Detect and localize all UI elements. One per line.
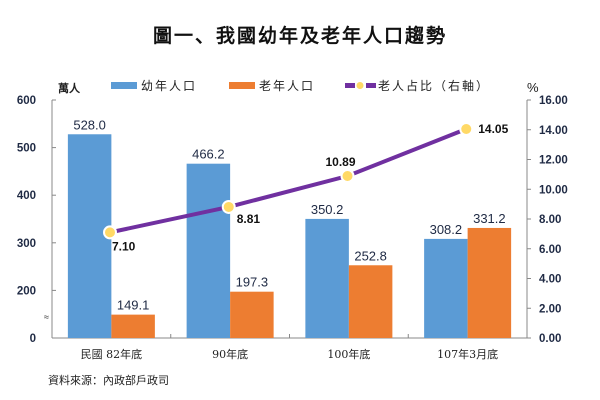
category-label: 100年底 [327, 347, 370, 361]
left-tick-label: 400 [17, 190, 36, 202]
ratio-value-label: 7.10 [112, 239, 136, 253]
left-tick-label: 300 [17, 238, 36, 250]
bar-value-label: 466.2 [192, 147, 225, 162]
legend-label-ratio: 老人占比（右軸） [378, 78, 490, 93]
left-tick-label: 600 [17, 95, 36, 107]
ratio-marker [221, 199, 236, 214]
bar-value-label: 308.2 [430, 222, 463, 237]
right-tick-label: 8.00 [539, 214, 561, 226]
bar-elderly [111, 314, 155, 338]
bar-youth [186, 163, 231, 338]
legend-swatch-youth [111, 82, 137, 89]
legend-marker [356, 82, 364, 89]
right-tick-label: 14.00 [539, 125, 568, 137]
legend-line-right [366, 83, 376, 88]
bar-elderly [348, 265, 393, 338]
legend-label-elderly: 老年人口 [259, 79, 315, 93]
category-label: 107年3月底 [437, 347, 498, 361]
bar-youth [305, 218, 349, 338]
left-axis-unit: 萬人 [58, 81, 81, 95]
chart-title: 圖一、我國幼年及老年人口趨勢 [153, 24, 447, 47]
bar-youth [424, 238, 468, 338]
right-tick-label: 0.00 [539, 333, 561, 345]
category-label: 90年底 [212, 347, 248, 361]
bar-elderly [230, 291, 274, 338]
ratio-marker [459, 122, 474, 137]
bar-value-label: 331.2 [473, 211, 506, 226]
legend-swatch-elderly [229, 82, 255, 89]
ratio-value-label: 8.81 [237, 212, 261, 226]
left-tick-label: 0 [30, 333, 36, 345]
right-tick-label: 6.00 [539, 244, 561, 256]
source-note: 資料來源：內政部戶政司 [48, 373, 169, 387]
ratio-marker [340, 169, 355, 184]
legend-label-youth: 幼年人口 [141, 79, 197, 93]
ratio-value-label: 10.89 [326, 155, 356, 169]
left-tick-label: 200 [17, 285, 36, 297]
axis-break-symbol: ≈ [44, 312, 49, 322]
left-tick-label: 500 [17, 143, 36, 155]
right-tick-label: 12.00 [539, 155, 568, 167]
right-tick-label: 16.00 [539, 95, 568, 107]
ratio-line [109, 127, 467, 235]
bar-value-label: 197.3 [236, 275, 269, 290]
legend: 幼年人口 老年人口 老人占比（右軸） [111, 78, 490, 93]
legend-line-left [345, 83, 355, 88]
category-label: 民國 82年底 [81, 347, 143, 361]
right-axis-unit: % [527, 80, 539, 95]
bar-value-label: 350.2 [311, 202, 344, 217]
ratio-value-label: 14.05 [478, 122, 508, 136]
bar-value-label: 528.0 [73, 117, 106, 132]
bar-value-label: 149.1 [117, 298, 150, 313]
right-tick-label: 10.00 [539, 184, 568, 196]
right-tick-label: 4.00 [539, 274, 561, 286]
right-tick-label: 2.00 [539, 303, 561, 315]
bar-value-label: 252.8 [354, 248, 387, 263]
ratio-marker [103, 225, 117, 240]
bar-elderly [467, 227, 512, 338]
